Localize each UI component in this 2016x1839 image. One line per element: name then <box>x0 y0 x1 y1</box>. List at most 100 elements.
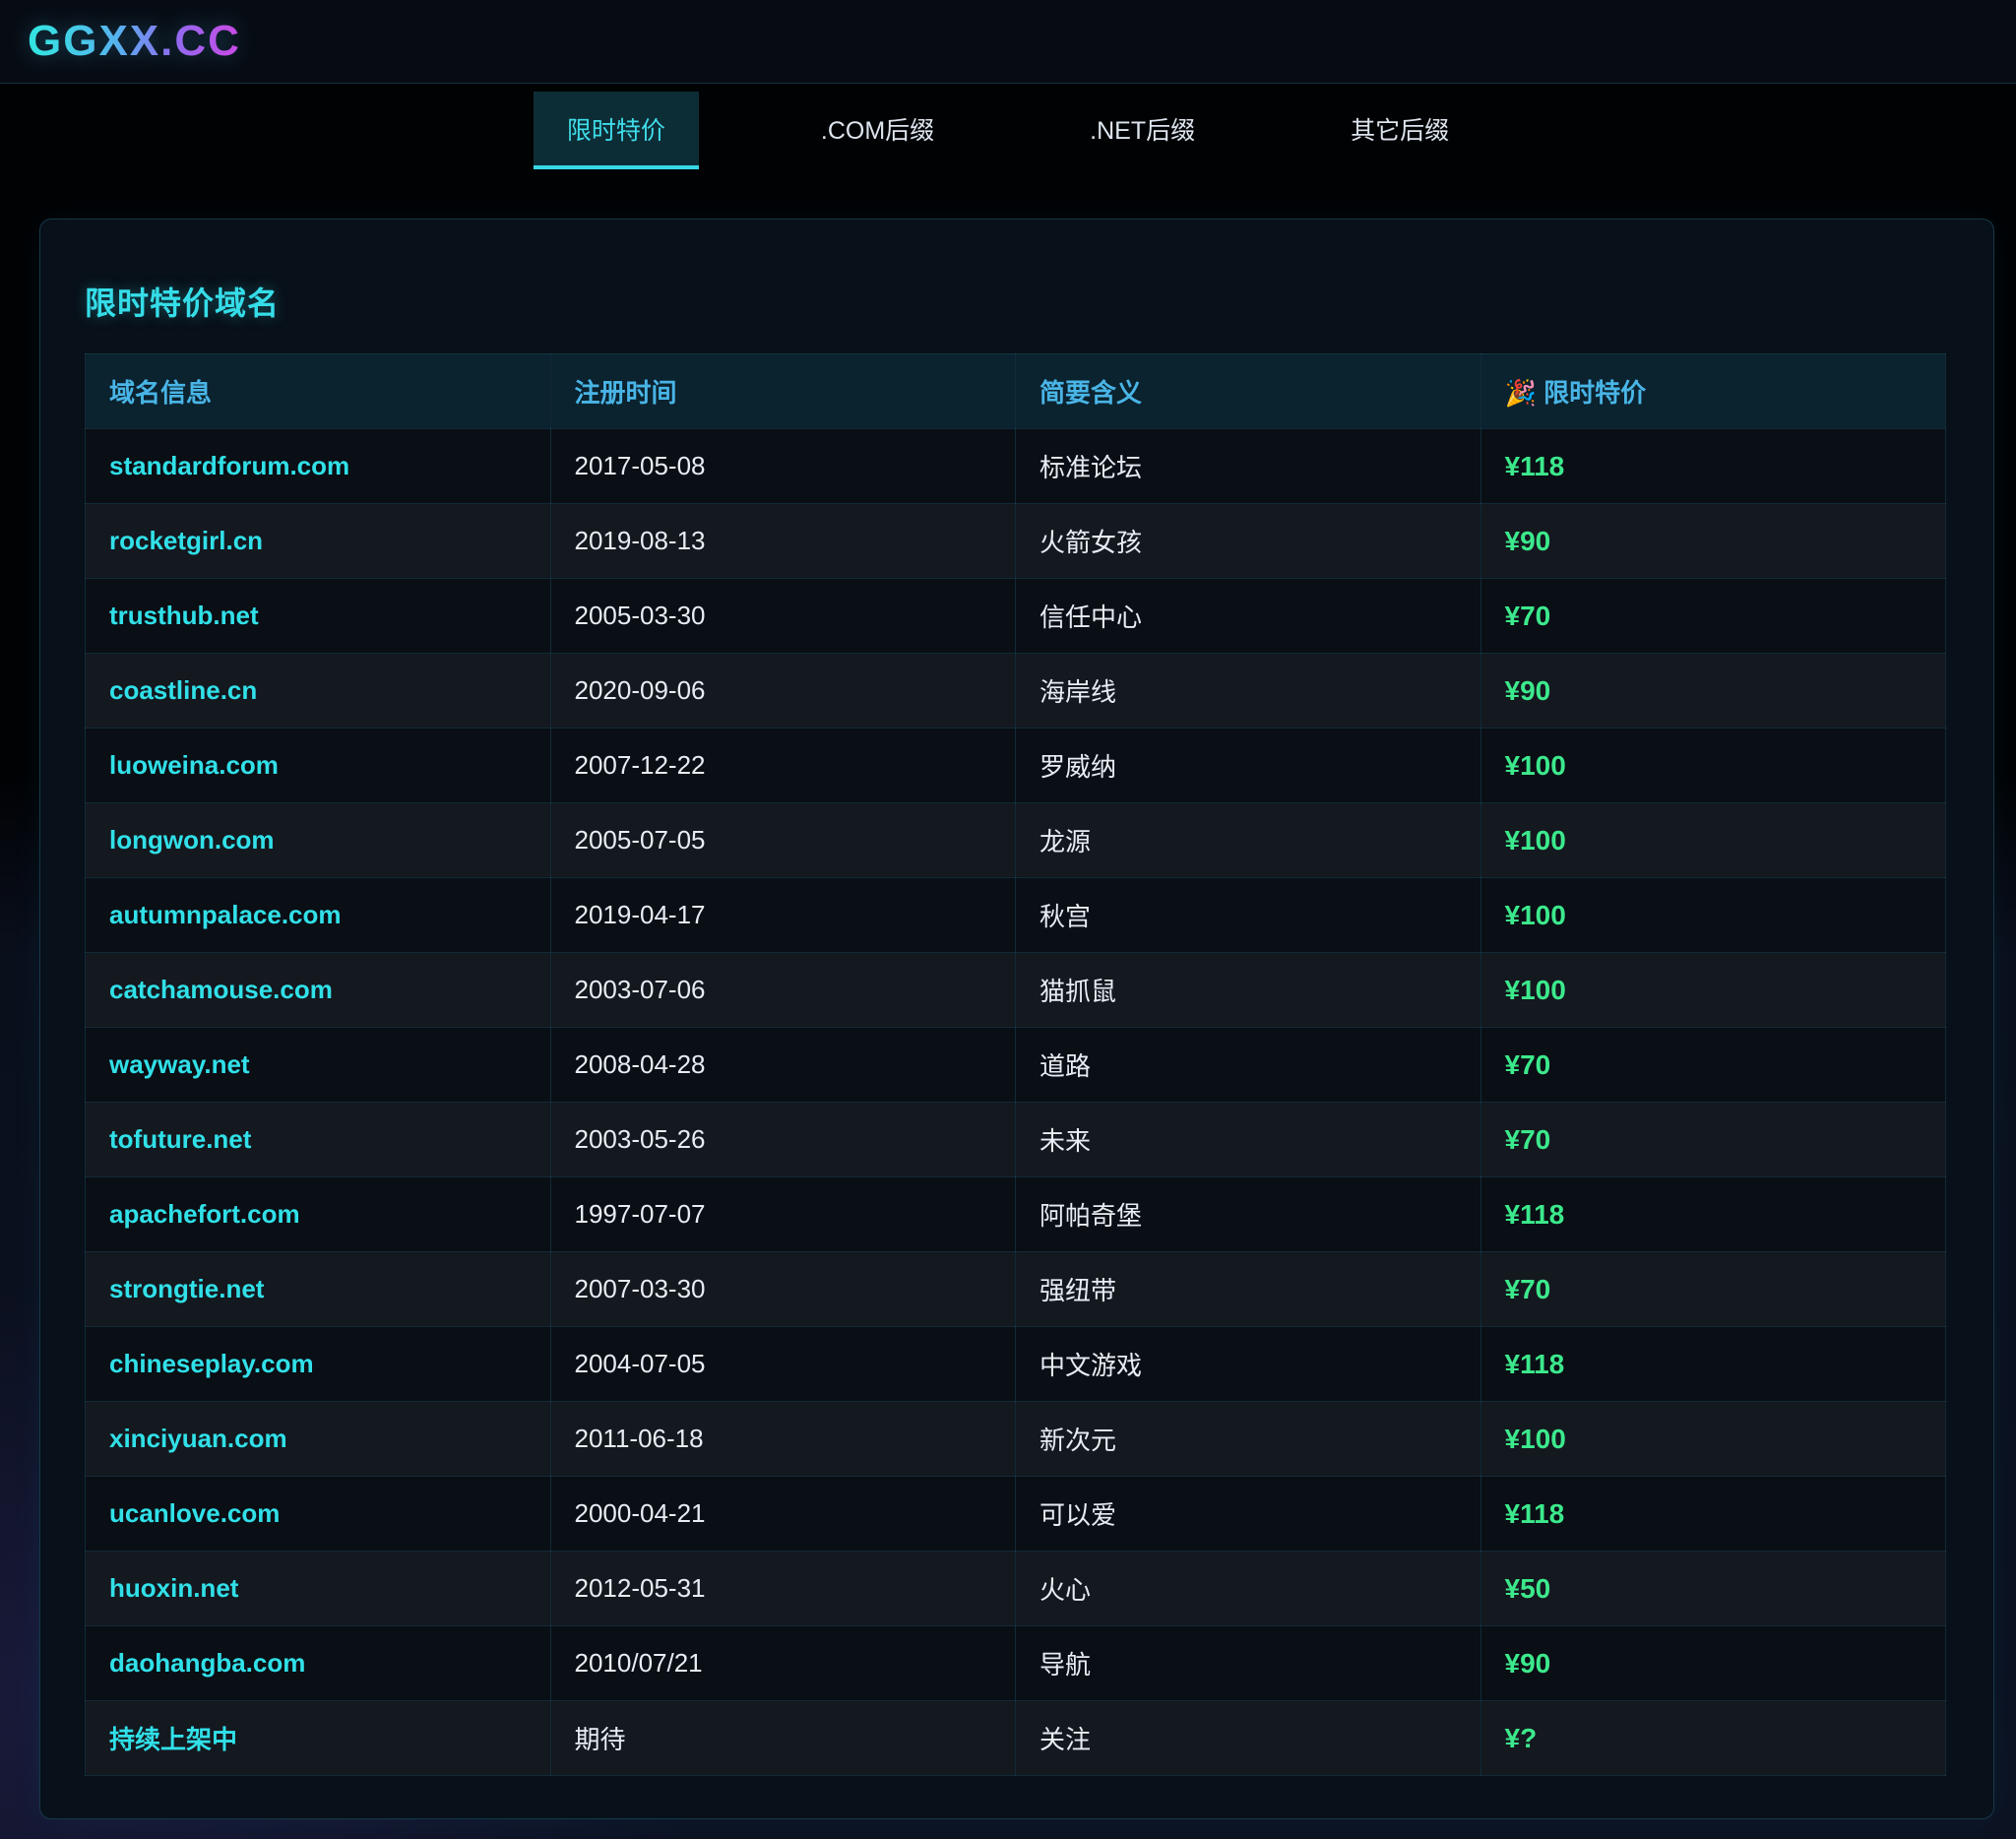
domain-link[interactable]: autumnpalace.com <box>109 900 342 929</box>
meaning-cell: 关注 <box>1015 1700 1481 1776</box>
domain-link[interactable]: chineseplay.com <box>109 1349 314 1378</box>
table-row: tofuture.net 2003-05-26 未来 ¥70 <box>85 1102 1946 1177</box>
site-logo[interactable]: GGXX.CC <box>28 17 241 65</box>
price-cell: ¥70 <box>1480 578 1946 654</box>
domain-link[interactable]: rocketgirl.cn <box>109 526 264 555</box>
price-cell: ¥118 <box>1480 1176 1946 1252</box>
tab-special-price[interactable]: 限时特价 <box>533 92 699 169</box>
price-cell: ¥100 <box>1480 728 1946 803</box>
domain-link[interactable]: strongtie.net <box>109 1274 265 1303</box>
domain-cell: huoxin.net <box>85 1551 551 1626</box>
tab-other-suffix[interactable]: 其它后缀 <box>1351 116 1450 145</box>
domain-cell: coastline.cn <box>85 653 551 729</box>
domain-cell: rocketgirl.cn <box>85 503 551 579</box>
domain-link[interactable]: trusthub.net <box>109 601 259 630</box>
meaning-cell: 海岸线 <box>1015 653 1481 729</box>
table-row: autumnpalace.com 2019-04-17 秋宫 ¥100 <box>85 877 1946 953</box>
domain-cell: strongtie.net <box>85 1251 551 1327</box>
tab-net-suffix[interactable]: .NET后缀 <box>1090 116 1196 145</box>
meaning-cell: 中文游戏 <box>1015 1326 1481 1402</box>
price-cell: ¥90 <box>1480 1625 1946 1701</box>
meaning-cell: 秋宫 <box>1015 877 1481 953</box>
price-cell: ¥70 <box>1480 1027 1946 1103</box>
col-special-price: 🎉 限时特价 <box>1480 353 1946 429</box>
table-row: longwon.com 2005-07-05 龙源 ¥100 <box>85 802 1946 878</box>
header-row: 域名信息 注册时间 简要含义 🎉 限时特价 <box>85 353 1946 429</box>
price-cell: ¥100 <box>1480 1401 1946 1477</box>
meaning-cell: 导航 <box>1015 1625 1481 1701</box>
price-cell: ¥70 <box>1480 1102 1946 1177</box>
tab-com-suffix[interactable]: .COM后缀 <box>820 116 935 145</box>
table-row: huoxin.net 2012-05-31 火心 ¥50 <box>85 1551 1946 1626</box>
domain-link[interactable]: apachefort.com <box>109 1199 300 1229</box>
register-date-cell: 2017-05-08 <box>549 428 1016 504</box>
price-value: ¥70 <box>1504 1048 1551 1080</box>
domain-table: 域名信息 注册时间 简要含义 🎉 限时特价 standardforum.com 2017… <box>85 353 1946 1776</box>
domain-link[interactable]: 持续上架中 <box>109 1725 238 1754</box>
register-date-cell: 2004-07-05 <box>549 1326 1016 1402</box>
price-cell: ¥70 <box>1480 1251 1946 1327</box>
domain-cell: daohangba.com <box>85 1625 551 1701</box>
col-meaning: 简要含义 <box>1015 353 1481 429</box>
price-value: ¥90 <box>1504 525 1551 556</box>
table-row: standardforum.com 2017-05-08 标准论坛 ¥118 <box>85 428 1946 504</box>
price-cell: ¥50 <box>1480 1551 1946 1626</box>
nav-tabs: 限时特价 .COM后缀 .NET后缀 其它后缀 <box>489 84 1527 169</box>
domain-link[interactable]: luoweina.com <box>109 750 279 780</box>
meaning-cell: 可以爱 <box>1015 1476 1481 1552</box>
price-value: ¥100 <box>1504 749 1566 781</box>
domain-cell: luoweina.com <box>85 728 551 803</box>
register-date-cell: 2007-12-22 <box>549 728 1016 803</box>
register-date-cell: 期待 <box>549 1700 1016 1776</box>
price-value: ¥118 <box>1504 1198 1565 1230</box>
price-value: ¥50 <box>1504 1572 1551 1604</box>
table-row: chineseplay.com 2004-07-05 中文游戏 ¥118 <box>85 1326 1946 1402</box>
domain-link[interactable]: catchamouse.com <box>109 975 333 1004</box>
domain-table-body: standardforum.com 2017-05-08 标准论坛 ¥118 rocke… <box>85 428 1946 1776</box>
table-row: strongtie.net 2007-03-30 强纽带 ¥70 <box>85 1251 1946 1327</box>
register-date-cell: 2008-04-28 <box>549 1027 1016 1103</box>
price-value: ¥90 <box>1504 1647 1551 1679</box>
domain-cell: tofuture.net <box>85 1102 551 1177</box>
domain-link[interactable]: ucanlove.com <box>109 1498 281 1528</box>
price-cell: ¥118 <box>1480 428 1946 504</box>
domain-table-header: 域名信息 注册时间 简要含义 🎉 限时特价 <box>85 353 1946 429</box>
domain-cell: longwon.com <box>85 802 551 878</box>
table-row: rocketgirl.cn 2019-08-13 火箭女孩 ¥90 <box>85 503 1946 579</box>
price-value: ¥? <box>1504 1722 1538 1753</box>
price-value: ¥90 <box>1504 674 1551 706</box>
col-register-date: 注册时间 <box>549 353 1016 429</box>
meaning-cell: 新次元 <box>1015 1401 1481 1477</box>
table-row: 持续上架中 期待 关注 ¥? <box>85 1700 1946 1776</box>
domain-link[interactable]: longwon.com <box>109 825 275 855</box>
domain-link[interactable]: wayway.net <box>109 1049 250 1079</box>
price-value: ¥70 <box>1504 1273 1551 1304</box>
table-row: wayway.net 2008-04-28 道路 ¥70 <box>85 1027 1946 1103</box>
domain-cell: 持续上架中 <box>85 1700 551 1776</box>
domain-link[interactable]: coastline.cn <box>109 675 258 705</box>
domain-link[interactable]: xinciyuan.com <box>109 1424 287 1453</box>
table-row: apachefort.com 1997-07-07 阿帕奇堡 ¥118 <box>85 1176 1946 1252</box>
table-row: luoweina.com 2007-12-22 罗威纳 ¥100 <box>85 728 1946 803</box>
domain-link[interactable]: tofuture.net <box>109 1124 252 1154</box>
register-date-cell: 2003-05-26 <box>549 1102 1016 1177</box>
domain-link[interactable]: standardforum.com <box>109 451 350 480</box>
meaning-cell: 火箭女孩 <box>1015 503 1481 579</box>
price-cell: ¥118 <box>1480 1476 1946 1552</box>
meaning-cell: 未来 <box>1015 1102 1481 1177</box>
col-domain-info: 域名信息 <box>85 353 551 429</box>
price-value: ¥100 <box>1504 899 1566 930</box>
price-cell: ¥100 <box>1480 877 1946 953</box>
domain-link[interactable]: huoxin.net <box>109 1573 239 1603</box>
register-date-cell: 2019-04-17 <box>549 877 1016 953</box>
domain-link[interactable]: daohangba.com <box>109 1648 306 1678</box>
price-cell: ¥118 <box>1480 1326 1946 1402</box>
section-title: 限时特价域名 <box>85 285 281 321</box>
table-row: daohangba.com 2010/07/21 导航 ¥90 <box>85 1625 1946 1701</box>
domain-cell: wayway.net <box>85 1027 551 1103</box>
price-value: ¥118 <box>1504 1497 1565 1529</box>
register-date-cell: 2011-06-18 <box>549 1401 1016 1477</box>
domain-cell: ucanlove.com <box>85 1476 551 1552</box>
table-row: trusthub.net 2005-03-30 信任中心 ¥70 <box>85 578 1946 654</box>
table-row: coastline.cn 2020-09-06 海岸线 ¥90 <box>85 653 1946 729</box>
